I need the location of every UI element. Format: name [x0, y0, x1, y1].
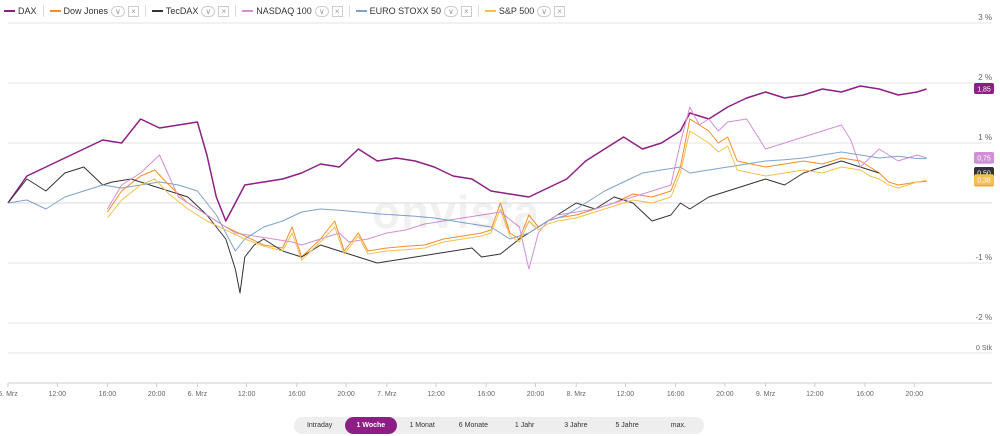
- x-tick-label: 16:00: [667, 391, 685, 398]
- series-line: [106, 118, 927, 258]
- performance-line-chart[interactable]: 3 % 2 % 1 % -1 % -2 % 0 Stk 5. Mrz 12:00 16:00 20…: [0, 0, 1000, 410]
- legend-item[interactable]: NASDAQ 100 ∨ ×: [242, 3, 343, 19]
- close-icon[interactable]: ×: [218, 5, 230, 17]
- range-button[interactable]: max.: [670, 422, 686, 429]
- close-icon[interactable]: ×: [127, 5, 139, 17]
- x-tick-label: 5. Mrz: [0, 391, 18, 398]
- legend-separator: [348, 5, 350, 17]
- chevron-down-icon[interactable]: ∨: [444, 5, 458, 17]
- x-tick-label: 20:00: [906, 391, 924, 398]
- x-tick-label: 20:00: [148, 391, 166, 398]
- y-tick-label: 2 %: [978, 73, 992, 82]
- watermark: onvista: [372, 186, 541, 238]
- x-tick-label: 20:00: [716, 391, 734, 398]
- range-button[interactable]: 3 Jahre: [564, 422, 588, 429]
- range-button[interactable]: Intraday: [306, 422, 333, 429]
- x-tick-label: 16:00: [288, 391, 306, 398]
- chevron-down-icon[interactable]: ∨: [537, 5, 552, 17]
- x-tick-label: 12:00: [617, 391, 635, 398]
- legend-separator: [477, 5, 479, 17]
- end-value-text: 1,85: [977, 87, 991, 94]
- x-tick-label: 12:00: [427, 391, 445, 398]
- legend-separator: [42, 5, 44, 17]
- legend-swatch: [4, 10, 15, 12]
- x-tick-label: 12:00: [238, 391, 256, 398]
- end-value-badge: 0,38: [974, 174, 994, 186]
- legend-separator: [144, 5, 146, 17]
- legend-swatch: [49, 10, 61, 12]
- legend-item[interactable]: S&P 500 ∨ ×: [484, 3, 566, 19]
- legend-label: NASDAQ 100: [256, 6, 312, 16]
- legend-label: EURO STOXX 50: [369, 6, 442, 16]
- legend-item[interactable]: TecDAX ∨ ×: [151, 3, 230, 19]
- x-tick-label: 20:00: [527, 391, 545, 398]
- x-tick-label: 12:00: [48, 391, 66, 398]
- end-value-text: 0,38: [977, 178, 991, 185]
- chevron-down-icon[interactable]: ∨: [201, 5, 216, 17]
- range-button[interactable]: 1 Jahr: [514, 422, 535, 429]
- series-line: [7, 160, 880, 294]
- close-icon[interactable]: ×: [460, 5, 472, 17]
- end-value-badge-bg: [974, 83, 994, 94]
- chevron-down-icon[interactable]: ∨: [314, 5, 329, 17]
- x-tick-label: 9. Mrz: [756, 391, 776, 398]
- x-tick-label: 8. Mrz: [566, 391, 586, 398]
- series-line: [7, 85, 927, 222]
- legend-swatch: [484, 10, 496, 12]
- end-value-badge: 0,75: [974, 152, 994, 163]
- y-tick-label: 1 %: [978, 133, 992, 142]
- chevron-down-icon[interactable]: ∨: [111, 5, 125, 17]
- legend-swatch: [355, 10, 367, 12]
- series-line: [107, 130, 927, 261]
- x-tick-label: 16:00: [856, 391, 874, 398]
- chart-legend: DAX Dow Jones ∨ × TecDAX ∨ × NASDAQ 100 ∨ × EURO S…: [4, 3, 566, 19]
- range-button[interactable]: 1 Woche: [345, 417, 397, 434]
- range-button[interactable]: 5 Jahre: [615, 422, 639, 429]
- volume-label: 0 Stk: [976, 345, 992, 352]
- close-icon[interactable]: ×: [331, 5, 343, 17]
- y-tick-label: -1 %: [976, 253, 992, 262]
- range-button[interactable]: 6 Monate: [458, 422, 488, 429]
- end-value-badge: 1,85: [974, 83, 994, 94]
- legend-swatch: [151, 10, 163, 12]
- x-tick-label: 12:00: [806, 391, 824, 398]
- legend-separator: [235, 5, 237, 17]
- time-range-selector: Intraday 1 Woche 1 Monat 6 Monate 1 Jahr 3 Ja…: [294, 417, 704, 434]
- end-value-text: 0,50: [977, 171, 991, 178]
- y-tick-label: -2 %: [976, 313, 992, 322]
- x-tick-label: 6. Mrz: [188, 391, 208, 398]
- legend-label: S&P 500: [498, 6, 535, 16]
- end-value-text: 0,75: [977, 156, 991, 163]
- end-value-badge-bg: [974, 152, 994, 163]
- x-tick-label: 20:00: [337, 391, 355, 398]
- y-tick-label: 3 %: [978, 13, 992, 22]
- series-line: [7, 151, 927, 252]
- legend-label: Dow Jones: [63, 6, 109, 16]
- close-icon[interactable]: ×: [554, 5, 566, 17]
- x-tick-label: 16:00: [477, 391, 495, 398]
- legend-item[interactable]: EURO STOXX 50 ∨ ×: [355, 3, 472, 19]
- end-value-badge-bg: [974, 174, 994, 186]
- legend-label: DAX: [18, 6, 37, 16]
- range-button[interactable]: 1 Monat: [409, 422, 435, 429]
- legend-item[interactable]: DAX: [4, 3, 37, 19]
- x-tick-label: 16:00: [99, 391, 117, 398]
- legend-swatch: [242, 10, 254, 12]
- legend-item[interactable]: Dow Jones ∨ ×: [49, 3, 139, 19]
- x-tick-label: 7. Mrz: [377, 391, 397, 398]
- legend-label: TecDAX: [165, 6, 199, 16]
